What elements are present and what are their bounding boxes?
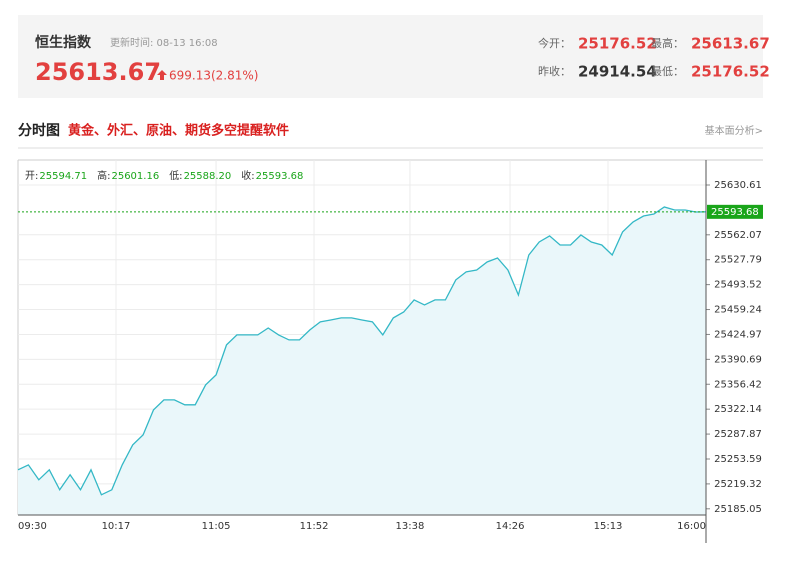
y-tick-label: 25185.05	[714, 504, 762, 515]
y-tick-label: 25219.32	[714, 479, 762, 490]
y-tick-label: 25253.59	[714, 454, 762, 465]
last-price-box	[707, 204, 763, 219]
stat-label: 今开：	[538, 36, 571, 50]
x-tick-label: 11:52	[300, 521, 329, 532]
area	[18, 207, 706, 515]
y-tick-label: 25493.52	[714, 280, 762, 291]
y-tick-label: 25562.07	[714, 230, 762, 241]
x-tick-label: 11:05	[202, 521, 231, 532]
y-tick-label: 25527.79	[714, 255, 762, 266]
y-tick-label: 25390.69	[714, 354, 762, 365]
info-value: 25588.20	[184, 171, 232, 182]
y-tick-label: 25287.87	[714, 429, 762, 440]
price: 25613.67	[35, 58, 161, 86]
x-tick-label: 09:30	[18, 521, 47, 532]
stat-value: 25176.52	[691, 63, 770, 81]
price-line	[17, 206, 707, 496]
stat-label: 最低：	[651, 65, 684, 78]
x-tick-label: 15:13	[594, 521, 623, 532]
info-value: 25594.71	[39, 171, 87, 182]
info-label: 高:	[97, 169, 110, 182]
y-tick-label: 25630.61	[714, 180, 762, 191]
chart: 25630.61 25562.07 25527.79 25493.52 25459.24…	[17, 159, 763, 543]
stat-value: 24914.54	[578, 63, 657, 81]
x-tick-label: 13:38	[396, 521, 425, 532]
info-value: 25601.16	[111, 171, 159, 182]
x-tick-label: 10:17	[102, 521, 131, 532]
info-label: 收:	[241, 169, 254, 182]
change: 699.13(2.81%)	[169, 69, 258, 83]
up-arrow	[157, 70, 167, 80]
y-tick-label: 25356.42	[714, 379, 762, 390]
update-time: 更新时间: 08-13 16:08	[110, 36, 218, 49]
y-tick-label: 25459.24	[714, 305, 762, 316]
header-box	[18, 15, 763, 98]
info-label: 低:	[169, 169, 182, 182]
info-value: 25593.68	[256, 171, 304, 182]
info-label: 开:	[25, 171, 38, 182]
x-tick-label: 16:00	[677, 521, 706, 532]
y-tick-label: 25322.14	[714, 404, 762, 415]
last-price-label: 25593.68	[711, 207, 759, 218]
stat-label: 最高：	[651, 36, 684, 50]
stat-value: 25176.52	[578, 35, 657, 53]
section-title: 分时图	[18, 122, 60, 139]
stat-value: 25613.67	[691, 35, 770, 53]
analysis-link[interactable]: 基本面分析>	[705, 124, 763, 137]
promo-link[interactable]: 黄金、外汇、原油、期货多空提醒软件	[68, 123, 289, 139]
index-title: 恒生指数	[35, 34, 92, 51]
y-tick-label: 25424.97	[714, 329, 762, 340]
stat-label: 昨收：	[538, 64, 571, 78]
x-tick-label: 14:26	[496, 521, 525, 532]
